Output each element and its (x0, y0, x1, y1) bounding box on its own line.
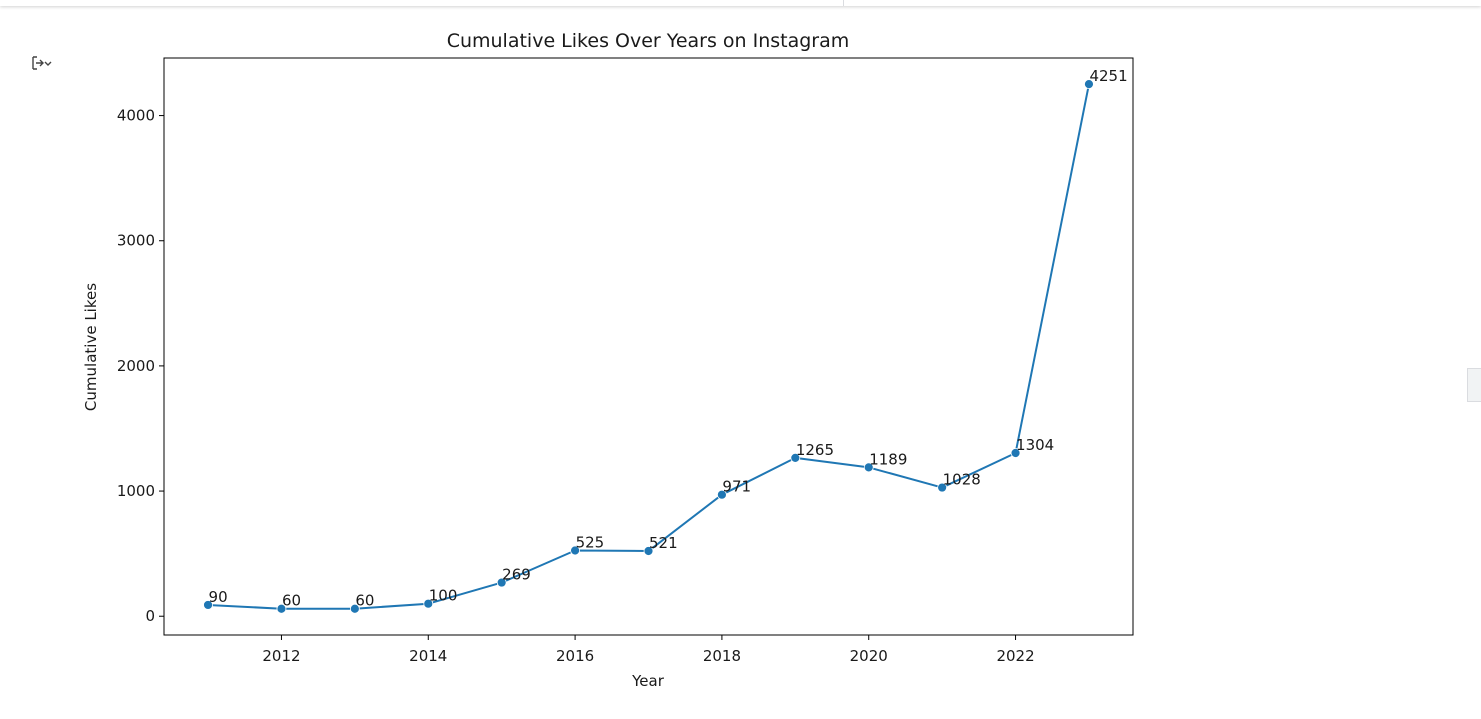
chart-title: Cumulative Likes Over Years on Instagram (447, 30, 850, 52)
y-tick-label: 2000 (117, 357, 155, 375)
data-label: 1265 (796, 441, 834, 459)
data-point (643, 546, 654, 556)
x-tick-label: 2016 (556, 647, 594, 665)
top-toolbar-edge (0, 0, 1481, 6)
x-tick-label: 2018 (703, 647, 741, 665)
data-label: 1304 (1016, 436, 1054, 454)
series-line (207, 83, 1090, 610)
data-label: 1189 (869, 450, 907, 468)
data-label: 1028 (943, 471, 981, 489)
data-label: 100 (429, 587, 458, 605)
data-label: 521 (649, 534, 678, 552)
data-label: 971 (722, 478, 751, 496)
x-tick-label: 2022 (996, 647, 1034, 665)
data-point (717, 489, 727, 500)
data-point (1084, 79, 1094, 90)
x-axis-label: Year (631, 672, 665, 690)
data-label: 269 (502, 566, 531, 584)
data-label: 60 (355, 592, 374, 610)
data-point (1010, 448, 1021, 458)
data-point (276, 603, 287, 614)
x-tick-label: 2020 (850, 647, 888, 665)
data-point (863, 462, 874, 473)
data-point (790, 452, 801, 463)
y-tick-label: 3000 (117, 232, 155, 250)
y-axis-label: Cumulative Likes (82, 283, 100, 411)
toolbar-divider (843, 0, 844, 6)
output-toggle-icon (32, 56, 52, 70)
y-tick-label: 0 (145, 607, 155, 625)
data-label: 525 (576, 534, 605, 552)
data-point (423, 598, 434, 609)
data-label: 60 (282, 592, 301, 610)
x-tick-label: 2014 (409, 647, 447, 665)
data-label: 90 (209, 588, 228, 606)
output-toggle-button[interactable] (26, 50, 56, 76)
data-label: 4251 (1089, 67, 1127, 85)
data-point (937, 482, 948, 493)
y-tick-label: 1000 (117, 482, 155, 500)
data-point (496, 577, 507, 588)
data-point (570, 545, 580, 556)
side-panel-handle[interactable] (1467, 368, 1481, 402)
x-tick-label: 2012 (262, 647, 300, 665)
y-tick-label: 4000 (117, 107, 155, 125)
plot-area-frame (163, 57, 1134, 636)
data-point (203, 600, 213, 610)
data-point (349, 603, 360, 614)
